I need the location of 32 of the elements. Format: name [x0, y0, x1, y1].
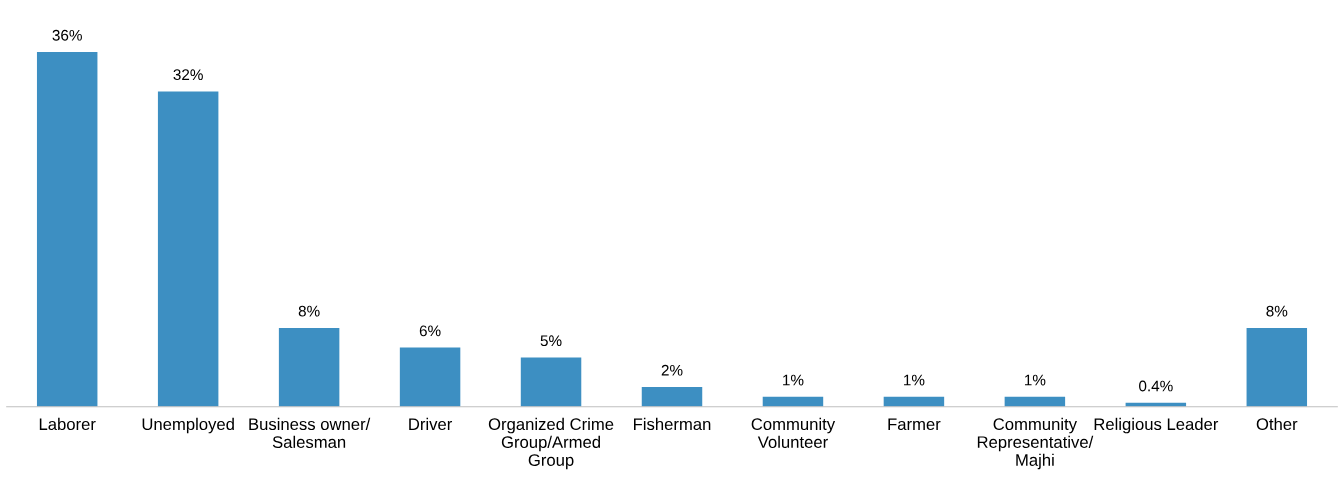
bar	[762, 396, 824, 407]
bar	[36, 52, 98, 407]
x-tick-label: Farmer	[888, 418, 941, 431]
x-tick-label: Fisherman	[634, 417, 711, 431]
bar	[520, 357, 582, 407]
data-label: 32%	[173, 69, 203, 81]
x-tick-label: Community Volunteer	[751, 417, 836, 449]
x-tick-label: Organized Crime Group/Armed Group	[488, 417, 614, 470]
bar	[1004, 396, 1066, 407]
data-label: 0.4%	[1139, 380, 1173, 392]
data-label: 2%	[661, 364, 683, 376]
x-tick-label: Unemployed	[142, 417, 234, 434]
bar	[1246, 327, 1308, 407]
data-label: 36%	[52, 29, 82, 41]
bar	[399, 347, 461, 407]
data-label: 1%	[1025, 374, 1046, 386]
data-label: 1%	[783, 374, 804, 386]
data-label: 1%	[904, 374, 925, 386]
x-tick-label: Community Representative/ Majhi	[977, 417, 1094, 470]
bar	[157, 91, 219, 407]
data-label: 8%	[1266, 305, 1288, 317]
x-tick-label: Business owner/ Salesman	[249, 417, 371, 449]
x-tick-label: Laborer	[39, 417, 96, 431]
data-label: 5%	[540, 335, 562, 347]
x-tick-label: Religious Leader	[1094, 417, 1219, 434]
bar	[278, 327, 340, 407]
bar	[641, 387, 703, 407]
data-label: 6%	[419, 325, 441, 337]
x-tick-label: Driver	[409, 417, 453, 431]
data-label: 8%	[298, 305, 320, 317]
bar	[883, 396, 945, 407]
x-tick-label: Other	[1256, 417, 1298, 431]
